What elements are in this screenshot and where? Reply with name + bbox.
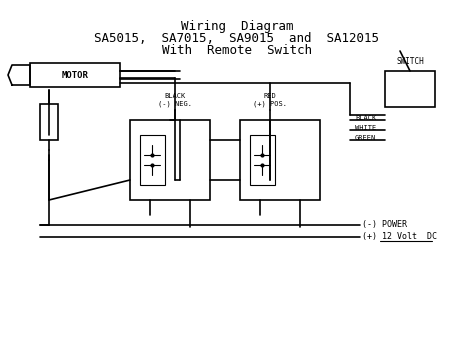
Text: GREEN: GREEN [355,135,376,141]
Bar [240,120,320,200]
Text: RED: RED [264,93,276,99]
Text: WHITE: WHITE [355,125,376,131]
Text: BLACK: BLACK [164,93,186,99]
Text: SA5015,  SA7015,  SA9015  and  SA12015: SA5015, SA7015, SA9015 and SA12015 [94,32,380,45]
Text: MOTOR: MOTOR [62,71,89,80]
Bar [30,63,120,87]
Text: BLACK: BLACK [355,115,376,121]
Text: Wiring  Diagram: Wiring Diagram [181,20,293,33]
Text: With  Remote  Switch: With Remote Switch [162,44,312,57]
Text: (-) POWER: (-) POWER [362,220,407,229]
Bar [130,120,210,200]
Text: (+) POS.: (+) POS. [253,100,287,107]
Text: (-) NEG.: (-) NEG. [158,100,192,107]
Bar [385,71,435,107]
Text: (+) 12 Volt  DC: (+) 12 Volt DC [362,233,437,241]
Bar [140,135,165,185]
Bar [40,104,58,140]
Text: SWITCH: SWITCH [396,57,424,66]
Bar [250,135,275,185]
